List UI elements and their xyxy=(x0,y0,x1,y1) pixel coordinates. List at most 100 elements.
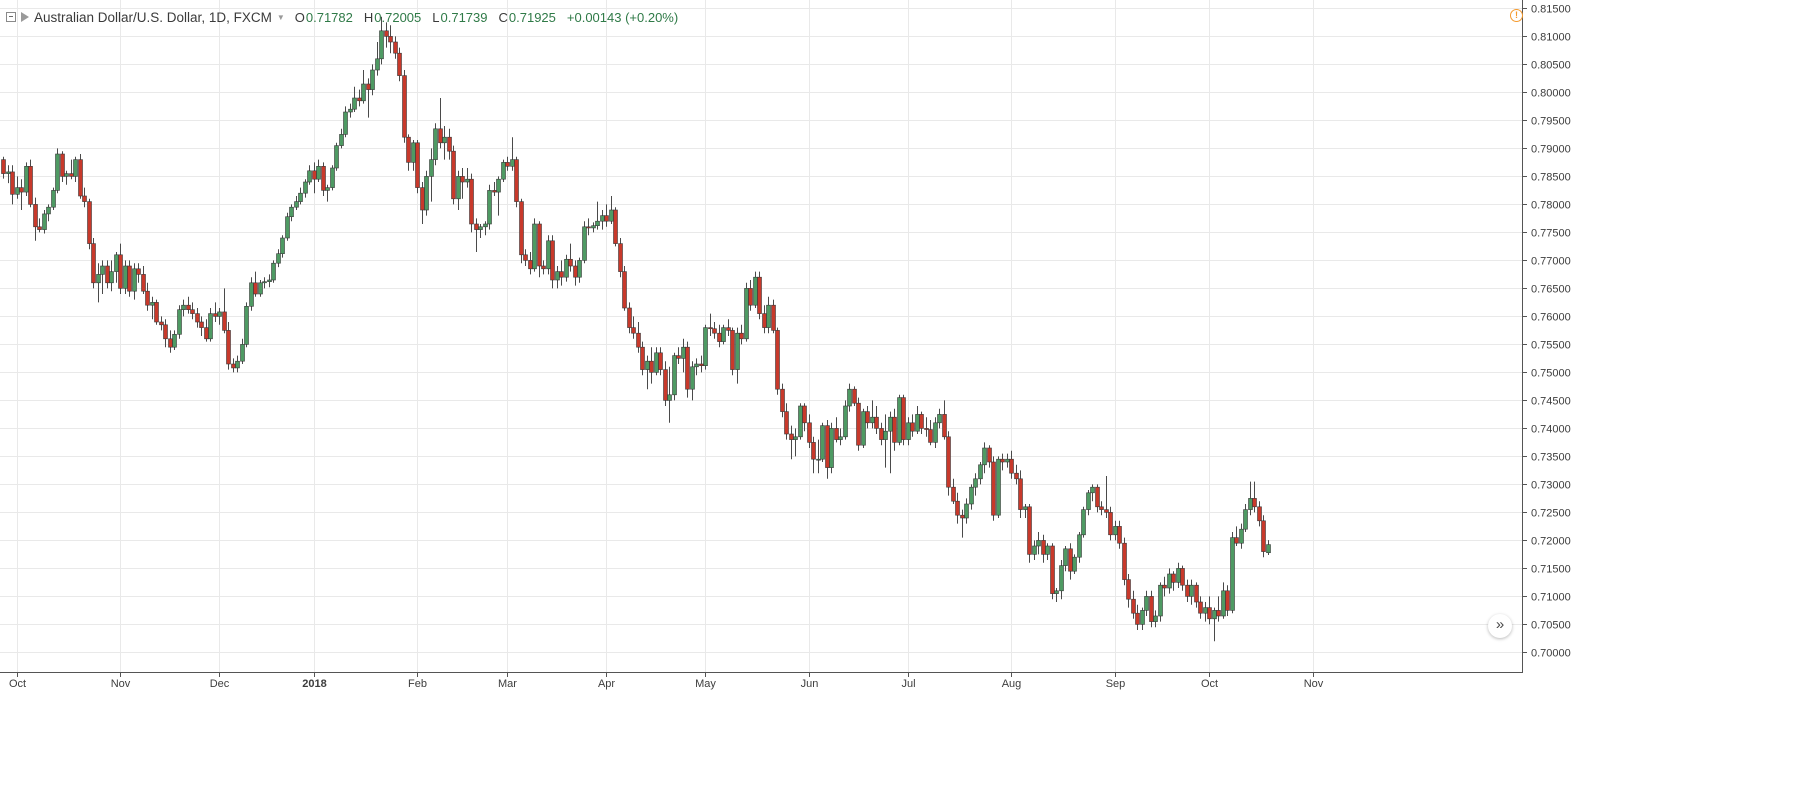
candle-up xyxy=(280,237,285,254)
candle-down xyxy=(573,265,578,278)
candle-up xyxy=(766,304,771,328)
candle-up xyxy=(861,411,866,446)
candle-up xyxy=(888,416,893,432)
candle-series xyxy=(1,16,1271,642)
candle-up xyxy=(339,134,344,146)
candle-down xyxy=(492,190,497,193)
candle-down xyxy=(874,416,879,429)
candle-down xyxy=(528,260,533,270)
candle-up xyxy=(978,464,983,480)
candle-down xyxy=(469,178,474,225)
candle-down xyxy=(451,150,456,200)
candle-up xyxy=(370,69,375,90)
candle-up xyxy=(838,436,843,440)
candle-down xyxy=(955,500,960,516)
candle-up xyxy=(1090,486,1095,494)
candle-down xyxy=(811,442,816,460)
candle-down xyxy=(748,288,753,306)
candle-down xyxy=(253,282,258,295)
candle-up xyxy=(600,215,605,222)
y-tick-label: 0.74500 xyxy=(1531,396,1571,408)
candle-down xyxy=(397,52,402,76)
candle-up xyxy=(1221,590,1226,617)
candle-down xyxy=(384,30,389,37)
x-tick-label: Nov xyxy=(111,678,131,690)
y-tick-label: 0.76500 xyxy=(1531,284,1571,296)
candle-down xyxy=(852,388,857,404)
candle-down xyxy=(159,321,164,326)
candle-up xyxy=(1212,610,1217,620)
candle-down xyxy=(523,254,528,261)
candle-up xyxy=(1059,565,1064,592)
candle-up xyxy=(1158,584,1163,617)
candle-down xyxy=(730,330,735,370)
y-tick-label: 0.81000 xyxy=(1531,32,1571,44)
flag-icon[interactable] xyxy=(21,12,29,22)
candle-down xyxy=(1234,537,1239,544)
caret-down-icon[interactable]: ▼ xyxy=(276,12,285,22)
y-tick-label: 0.79000 xyxy=(1531,144,1571,156)
candle-up xyxy=(307,170,312,183)
candle-down xyxy=(901,397,906,440)
candle-up xyxy=(262,281,267,284)
candle-down xyxy=(879,428,884,440)
candle-up xyxy=(456,176,461,200)
double-chevron-right-icon[interactable]: » xyxy=(1488,614,1512,638)
candle-up xyxy=(433,128,438,160)
close-value: C0.71925 xyxy=(498,9,556,25)
candle-down xyxy=(1126,579,1131,600)
candle-up xyxy=(1189,584,1194,597)
warning-icon[interactable]: ! xyxy=(1510,9,1523,22)
candle-down xyxy=(91,243,96,284)
candle-down xyxy=(649,360,654,373)
x-tick-label: Aug xyxy=(1002,678,1022,690)
open-value: O0.71782 xyxy=(294,9,353,25)
x-tick-label: Apr xyxy=(598,678,615,690)
candle-up xyxy=(42,213,47,230)
candle-up xyxy=(343,111,348,135)
candle-up xyxy=(735,332,740,370)
candle-up xyxy=(546,240,551,270)
candle-up xyxy=(1239,528,1244,544)
candle-down xyxy=(1261,520,1266,552)
candle-down xyxy=(514,159,519,202)
candle-down xyxy=(789,433,794,440)
candle-down xyxy=(987,447,992,463)
candle-down xyxy=(82,195,87,202)
candle-up xyxy=(411,142,416,163)
candle-up xyxy=(915,414,920,432)
candle-down xyxy=(87,201,92,244)
candle-down xyxy=(60,153,65,177)
candle-down xyxy=(640,346,645,370)
candle-up xyxy=(276,253,281,264)
candle-down xyxy=(1171,573,1176,583)
candle-down xyxy=(204,327,209,340)
candle-down xyxy=(775,330,780,390)
x-tick-label: Jun xyxy=(801,678,819,690)
candle-up xyxy=(271,262,276,281)
y-tick-label: 0.72000 xyxy=(1531,536,1571,548)
candle-up xyxy=(591,225,596,229)
collapse-icon[interactable] xyxy=(6,12,16,22)
candle-up xyxy=(1176,568,1181,583)
candle-up xyxy=(1230,537,1235,611)
x-tick-label: Nov xyxy=(1304,678,1324,690)
candle-up xyxy=(672,355,677,396)
candle-up xyxy=(897,397,902,443)
candle-up xyxy=(1054,590,1059,594)
candle-down xyxy=(1122,542,1127,580)
candle-down xyxy=(991,461,996,516)
candle-up xyxy=(244,306,249,345)
candle-down xyxy=(190,309,195,314)
candle-down xyxy=(951,486,956,502)
candle-down xyxy=(550,240,555,281)
symbol-title[interactable]: Australian Dollar/U.S. Dollar, 1D, FXCM xyxy=(34,9,272,25)
candle-up xyxy=(114,254,119,272)
candle-down xyxy=(865,411,870,424)
candle-up xyxy=(694,363,699,368)
y-tick-label: 0.79500 xyxy=(1531,116,1571,128)
candle-down xyxy=(1252,498,1257,508)
candle-up xyxy=(109,271,114,284)
series-legend: Australian Dollar/U.S. Dollar, 1D, FXCM … xyxy=(6,8,678,26)
